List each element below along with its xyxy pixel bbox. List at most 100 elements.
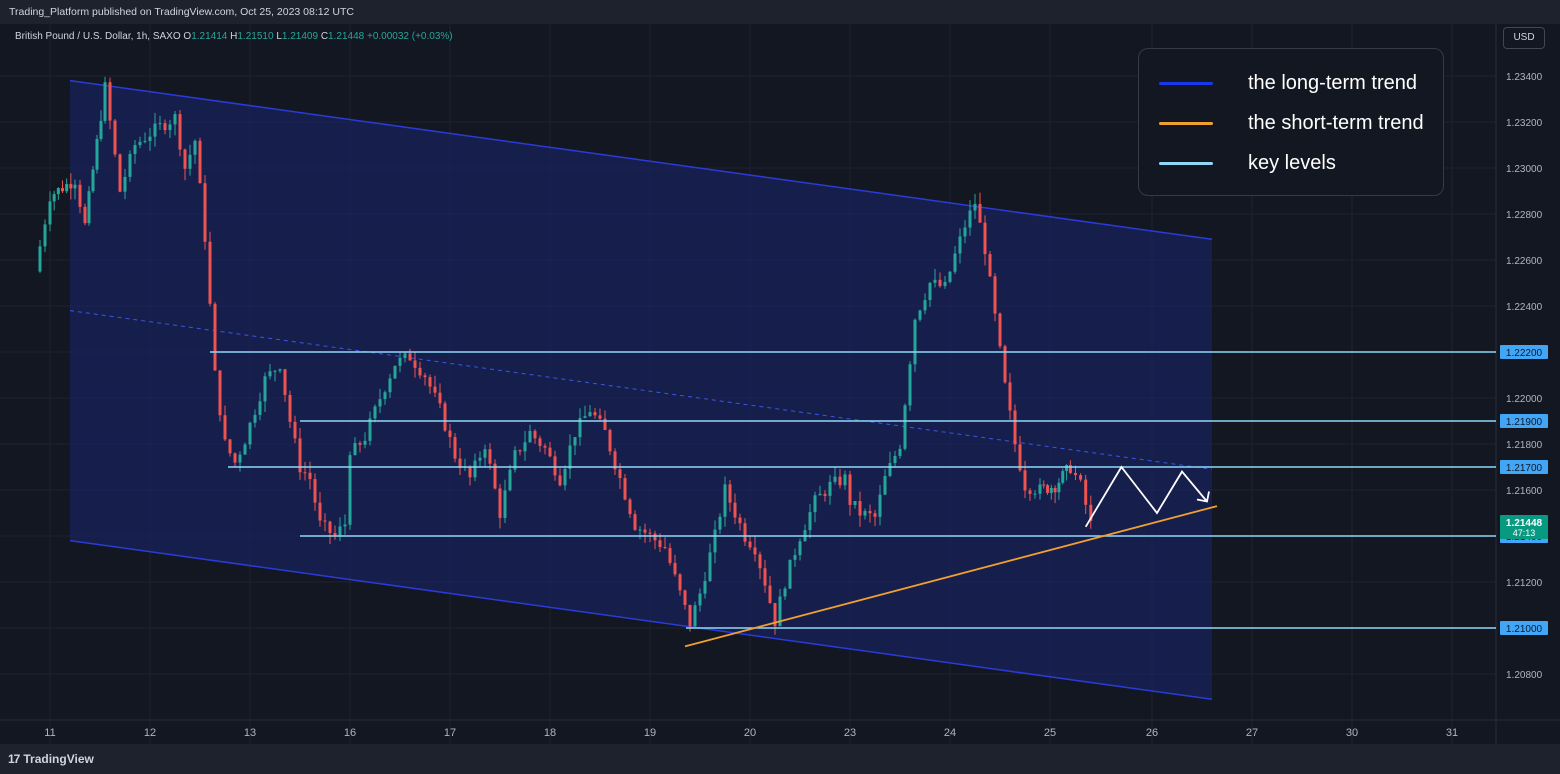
candle-body [543, 445, 547, 448]
candle-body [888, 463, 892, 476]
candle-body [993, 276, 997, 314]
symbol-label: British Pound / U.S. Dollar, 1h, SAXO [15, 31, 183, 42]
x-tick-label: 26 [1146, 727, 1158, 739]
level-price-label: 1.21900 [1506, 417, 1543, 428]
candle-body [943, 281, 947, 287]
candle-body [303, 472, 307, 474]
ohlc-l-key: L [276, 31, 282, 42]
countdown-label: 47:13 [1513, 528, 1536, 538]
current-price-tag [1500, 514, 1548, 539]
tradingview-brand[interactable]: 17 TradingView [8, 752, 94, 766]
y-tick-label: 1.20800 [1506, 670, 1543, 681]
candle-body [388, 378, 392, 393]
candle-body [763, 568, 767, 586]
candle-body [813, 495, 817, 513]
candle-body [278, 369, 282, 371]
candle-body [343, 524, 347, 527]
channel-upper-line [69, 79, 1213, 241]
candle-body [883, 475, 887, 495]
candle-body [43, 224, 47, 247]
candle-body [363, 440, 367, 445]
ohlc-c-key: C [321, 31, 328, 42]
currency-button[interactable]: USD [1503, 27, 1545, 49]
candle-body [623, 478, 627, 500]
candle-body [1079, 475, 1083, 480]
candle-body [1053, 487, 1057, 493]
footer-bar: 17 TradingView [0, 744, 1560, 774]
x-tick-label: 12 [144, 727, 156, 739]
candle-body [768, 585, 772, 603]
projection-arrowhead [1196, 491, 1210, 503]
candle-body [338, 526, 342, 536]
candle-body [228, 439, 232, 454]
ohlc-open: 1.21414 [191, 31, 230, 42]
candle-body [893, 455, 897, 464]
candle-body [328, 521, 332, 533]
candle-body [458, 458, 462, 468]
y-tick-label: 1.23000 [1506, 164, 1543, 175]
candle-body [148, 136, 152, 141]
candle-body [188, 154, 192, 169]
candle-body [753, 547, 757, 555]
candle-body [638, 529, 642, 531]
legend-swatch-long-term [1159, 82, 1213, 85]
candle-body [918, 310, 922, 320]
candle-body [678, 574, 682, 591]
candle-body [518, 450, 522, 452]
candle-body [1084, 479, 1088, 505]
candle-body [743, 523, 747, 542]
candle-body [553, 456, 557, 476]
candle-body [378, 399, 382, 407]
candle-body [418, 367, 422, 376]
candle-body [353, 443, 357, 456]
candle-body [1013, 410, 1017, 445]
candle-body [383, 392, 387, 400]
candle-body [468, 466, 472, 478]
candle-body [143, 140, 147, 142]
candle-body [1057, 482, 1061, 493]
candle-body [78, 184, 82, 207]
candle-body [1018, 444, 1022, 471]
ohlc-change: +0.00032 (+0.03%) [367, 31, 453, 42]
channel-lower-line [69, 539, 1213, 701]
y-tick-label: 1.23400 [1506, 72, 1543, 83]
candle-body [178, 114, 182, 150]
candle-body [838, 476, 842, 486]
candle-body [348, 494, 352, 524]
candle-body [348, 455, 352, 483]
candle-body [433, 386, 437, 393]
y-tick-label: 1.21200 [1506, 578, 1543, 589]
candle-body [91, 169, 95, 192]
candle-body [318, 502, 322, 521]
y-tick-label: 1.22000 [1506, 394, 1543, 405]
candle-body [843, 474, 847, 486]
candle-body [1061, 471, 1065, 483]
candle-body [173, 114, 177, 125]
candle-body [368, 418, 372, 441]
candle-body [1033, 493, 1037, 495]
candle-body [118, 154, 122, 192]
candle-body [413, 360, 417, 368]
candle-body [87, 191, 91, 224]
candle-body [348, 482, 352, 495]
candle-body [833, 476, 837, 482]
y-tick-label: 1.22800 [1506, 210, 1543, 221]
x-tick-label: 17 [444, 727, 456, 739]
candle-body [723, 484, 727, 517]
x-tick-label: 30 [1346, 727, 1358, 739]
ohlc-close: 1.21448 [328, 31, 367, 42]
candle-body [52, 194, 56, 202]
y-tick-label: 1.22600 [1506, 256, 1543, 267]
x-tick-label: 27 [1246, 727, 1258, 739]
candle-body [1023, 470, 1027, 491]
candle-body [628, 499, 632, 515]
candle-body [293, 421, 297, 439]
candle-body [878, 494, 882, 517]
candle-body [393, 365, 397, 379]
candle-body [1028, 490, 1032, 494]
candle-body [153, 123, 157, 137]
candle-body [248, 422, 252, 445]
candle-body [258, 401, 262, 415]
candle-body [123, 176, 127, 192]
projection-path [1084, 465, 1208, 528]
